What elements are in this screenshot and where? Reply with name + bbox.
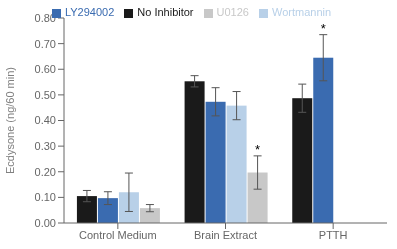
svg-text:0.10: 0.10 bbox=[35, 191, 56, 203]
html-text:LY294002: LY294002 bbox=[64, 6, 115, 18]
svg-text:0.50: 0.50 bbox=[35, 89, 56, 101]
svg-text:Ecdysone (ng/60 min): Ecdysone (ng/60 min) bbox=[8, 67, 16, 174]
html-text:U0126: U0126 bbox=[216, 6, 249, 18]
svg-text:0.20: 0.20 bbox=[35, 166, 56, 178]
svg-text:0.60: 0.60 bbox=[35, 63, 56, 75]
svg-text:Brain Extract: Brain Extract bbox=[194, 229, 257, 241]
svg-text:0.40: 0.40 bbox=[35, 114, 56, 126]
svg-text:PTTH: PTTH bbox=[319, 229, 348, 241]
svg-text:0.00: 0.00 bbox=[35, 217, 56, 229]
svg-text:0.70: 0.70 bbox=[35, 38, 56, 50]
svg-text:0.80: 0.80 bbox=[35, 12, 56, 24]
svg-text:*: * bbox=[321, 21, 326, 36]
svg-text:*: * bbox=[255, 142, 260, 157]
html-text:No Inhibitor: No Inhibitor bbox=[137, 6, 194, 18]
html-text:Wortmannin: Wortmannin bbox=[272, 6, 332, 18]
svg-text:0.30: 0.30 bbox=[35, 140, 56, 152]
svg-text:Control Medium: Control Medium bbox=[79, 229, 157, 241]
